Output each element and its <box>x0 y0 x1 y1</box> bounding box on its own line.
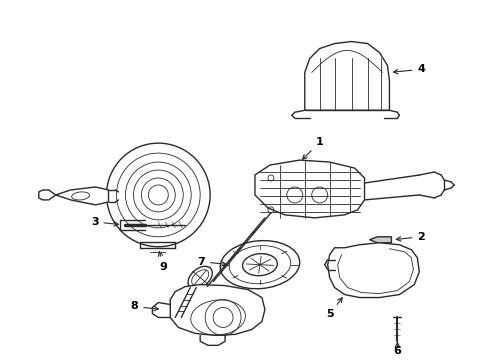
Text: 2: 2 <box>396 232 424 242</box>
Text: 7: 7 <box>197 257 225 267</box>
Polygon shape <box>170 285 264 336</box>
Text: 1: 1 <box>302 137 323 159</box>
Polygon shape <box>254 160 364 218</box>
Text: 8: 8 <box>130 301 158 311</box>
Text: 4: 4 <box>393 64 425 75</box>
Text: 3: 3 <box>91 217 118 227</box>
Polygon shape <box>369 237 390 243</box>
Polygon shape <box>39 190 56 200</box>
Text: 5: 5 <box>325 298 342 319</box>
Text: 6: 6 <box>393 343 401 356</box>
Text: 9: 9 <box>158 252 167 272</box>
Polygon shape <box>327 243 419 298</box>
Polygon shape <box>304 41 388 110</box>
Polygon shape <box>56 187 108 205</box>
